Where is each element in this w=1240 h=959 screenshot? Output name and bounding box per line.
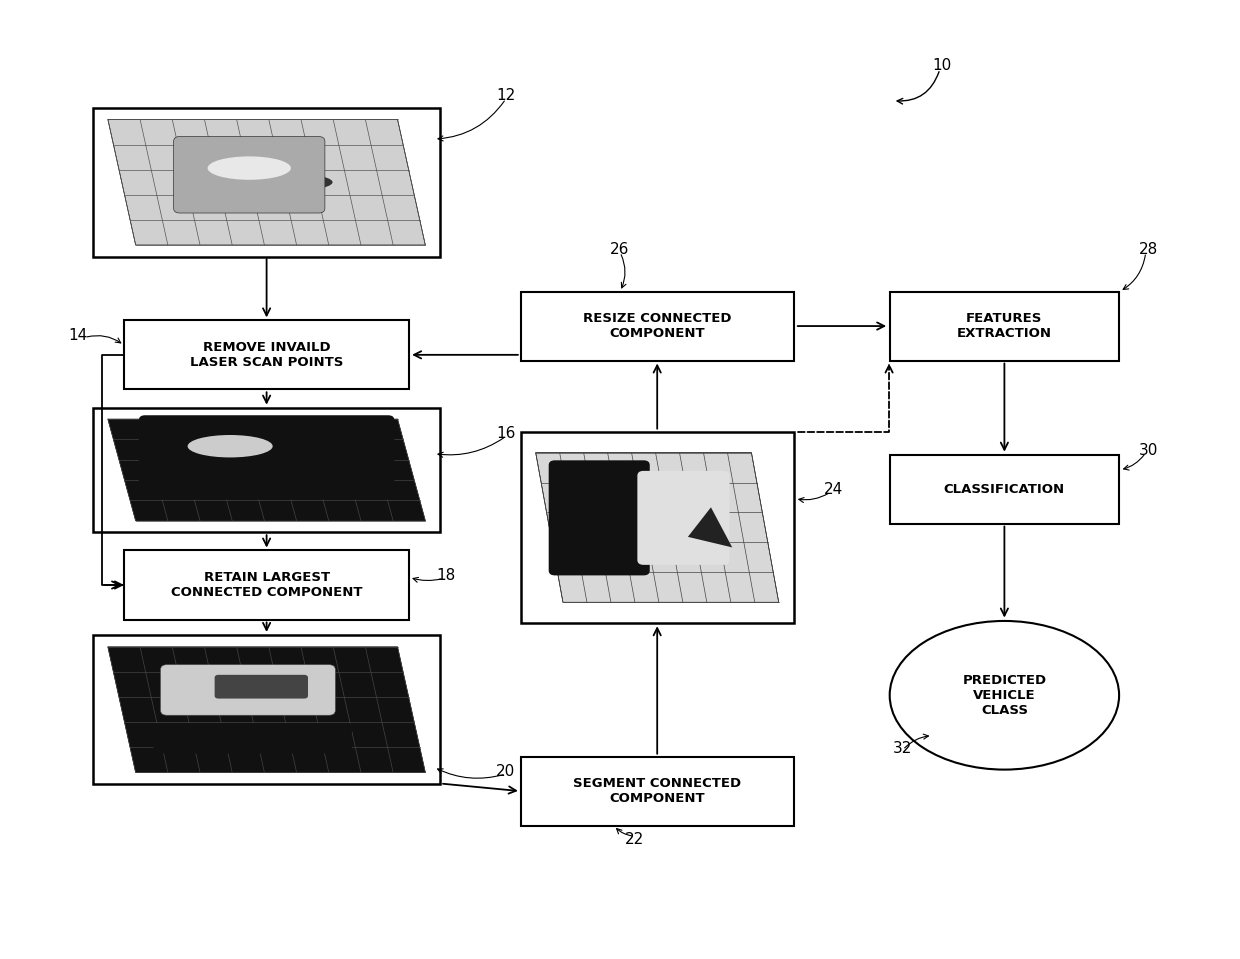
FancyBboxPatch shape xyxy=(637,471,729,565)
Bar xyxy=(124,320,409,389)
Bar xyxy=(521,432,794,623)
FancyBboxPatch shape xyxy=(160,665,335,715)
Text: 32: 32 xyxy=(893,740,913,756)
Text: RETAIN LARGEST
CONNECTED COMPONENT: RETAIN LARGEST CONNECTED COMPONENT xyxy=(171,571,362,599)
Text: 18: 18 xyxy=(436,568,456,583)
Bar xyxy=(521,757,794,826)
Polygon shape xyxy=(108,646,425,773)
Polygon shape xyxy=(688,507,732,548)
Ellipse shape xyxy=(187,435,273,457)
Text: 22: 22 xyxy=(625,831,645,847)
Text: RESIZE CONNECTED
COMPONENT: RESIZE CONNECTED COMPONENT xyxy=(583,312,732,340)
Text: SEGMENT CONNECTED
COMPONENT: SEGMENT CONNECTED COMPONENT xyxy=(573,777,742,806)
Polygon shape xyxy=(108,419,425,521)
FancyBboxPatch shape xyxy=(549,460,650,575)
Text: 20: 20 xyxy=(496,763,516,779)
Text: 26: 26 xyxy=(610,242,630,257)
Text: 30: 30 xyxy=(1138,443,1158,458)
Bar xyxy=(890,292,1120,361)
Text: CLASSIFICATION: CLASSIFICATION xyxy=(944,482,1065,496)
Polygon shape xyxy=(108,119,425,245)
Bar xyxy=(890,455,1120,524)
Bar xyxy=(124,550,409,620)
Bar xyxy=(93,635,440,784)
Text: 10: 10 xyxy=(932,58,952,73)
Text: FEATURES
EXTRACTION: FEATURES EXTRACTION xyxy=(957,312,1052,340)
Ellipse shape xyxy=(207,156,291,179)
Text: 16: 16 xyxy=(496,426,516,441)
FancyBboxPatch shape xyxy=(154,723,352,754)
Text: 14: 14 xyxy=(68,328,88,343)
Text: 24: 24 xyxy=(823,481,843,497)
FancyBboxPatch shape xyxy=(215,675,308,698)
Text: 28: 28 xyxy=(1138,242,1158,257)
Ellipse shape xyxy=(890,621,1120,769)
Ellipse shape xyxy=(180,171,332,194)
Polygon shape xyxy=(358,416,393,442)
Text: PREDICTED
VEHICLE
CLASS: PREDICTED VEHICLE CLASS xyxy=(962,674,1047,716)
Bar xyxy=(93,408,440,532)
Bar xyxy=(521,292,794,361)
Text: 12: 12 xyxy=(496,88,516,104)
Bar xyxy=(93,107,440,256)
FancyBboxPatch shape xyxy=(174,136,325,213)
Text: REMOVE INVAILD
LASER SCAN POINTS: REMOVE INVAILD LASER SCAN POINTS xyxy=(190,340,343,369)
Polygon shape xyxy=(536,453,779,602)
FancyBboxPatch shape xyxy=(139,415,394,500)
